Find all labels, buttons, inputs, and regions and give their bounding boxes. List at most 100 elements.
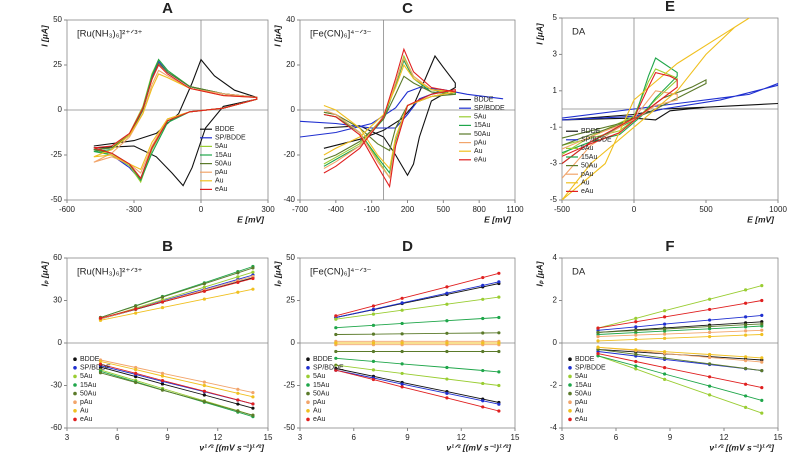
data-point (445, 302, 449, 306)
data-point (708, 384, 712, 388)
legend-label: BDDE (215, 126, 235, 133)
legend-marker (306, 417, 310, 422)
data-point (708, 330, 712, 334)
legend-marker (568, 391, 572, 396)
trend-line (597, 355, 762, 414)
data-point (98, 362, 103, 366)
data-point (497, 271, 501, 275)
legend-label: 5Au (313, 373, 326, 380)
x-tick-label: 500 (437, 205, 451, 214)
x-tick-label: 15 (264, 433, 273, 442)
y-tick-label: 0 (291, 338, 296, 347)
data-point (744, 366, 748, 371)
legend-label: SP/BDDE (215, 135, 246, 142)
x-tick-label: 6 (352, 433, 357, 442)
x-tick-label: 500 (699, 205, 713, 214)
data-point (497, 331, 501, 335)
legend-label: 5Au (215, 143, 228, 150)
data-point (202, 289, 206, 293)
legend-marker (306, 366, 310, 370)
trend-line (597, 325, 762, 335)
data-point (663, 315, 667, 319)
y-tick-label: 25 (286, 296, 295, 305)
data-point (596, 345, 600, 349)
data-point (596, 339, 600, 343)
trend-line (100, 359, 253, 394)
trend-line (335, 317, 499, 329)
data-point (744, 288, 748, 292)
legend-marker (306, 409, 310, 413)
legend-label: 50Au (575, 390, 591, 397)
data-point (202, 400, 206, 404)
y-tick-label: 2 (553, 296, 558, 305)
y-tick-label: 5 (553, 13, 558, 22)
data-point (497, 383, 501, 388)
data-point (202, 383, 206, 388)
x-tick-label: 1100 (506, 205, 524, 214)
x-tick-label: 3 (560, 433, 565, 442)
data-point (744, 323, 748, 327)
trend-line (335, 272, 500, 317)
y-tick-label: -60 (50, 423, 62, 432)
data-point (400, 296, 404, 300)
y-tick-label: -25 (283, 381, 295, 390)
panel: B -60 -30 0 30 60 3 6 9 12 15 Iₚ [µA] ν¹ᐟ² [(mV s⁻¹)… (39, 238, 273, 452)
data-point (134, 311, 138, 315)
data-point (160, 305, 165, 310)
data-point (202, 389, 206, 393)
y-axis-label: Iₚ [µA] (272, 260, 282, 286)
x-tick-label: 15 (511, 433, 520, 442)
data-point (663, 332, 667, 336)
legend-label: SP/BDDE (80, 365, 111, 372)
x-tick-label: -400 (328, 205, 345, 214)
data-point (98, 371, 103, 375)
data-point (334, 341, 338, 345)
data-point (634, 328, 638, 333)
data-point (236, 402, 240, 406)
data-point (634, 367, 638, 371)
legend-marker (306, 383, 310, 387)
data-point (445, 365, 449, 370)
x-tick-label: 800 (472, 205, 486, 214)
trend-line (100, 267, 254, 318)
data-point (251, 402, 255, 406)
y-tick-label: 4 (553, 253, 558, 262)
data-point (708, 325, 712, 329)
data-point (400, 382, 404, 386)
legend-label: eAu (474, 157, 487, 164)
data-point (760, 328, 764, 332)
data-point (634, 333, 638, 337)
data-point (251, 406, 255, 410)
cv-curve (93, 64, 258, 180)
annotation: [Fe(CN)₆]⁴⁻ᐟ³⁻ (310, 267, 372, 278)
data-point (400, 301, 404, 305)
trend-line (335, 332, 499, 335)
data-point (98, 316, 103, 320)
trend-line (335, 357, 499, 373)
legend-label: Au (474, 148, 483, 155)
x-tick-label: 12 (720, 433, 729, 442)
data-point (160, 378, 165, 383)
y-tick-label: 40 (286, 15, 295, 24)
data-point (596, 335, 600, 339)
plot-area (596, 284, 764, 415)
data-point (236, 398, 240, 402)
legend-label: BDDE (313, 356, 333, 363)
data-point (663, 372, 667, 376)
x-tick-label: 6 (115, 433, 120, 442)
data-point (445, 377, 449, 381)
data-point (202, 380, 206, 384)
legend-label: BDDE (581, 128, 601, 135)
legend-label: 15Au (215, 152, 231, 159)
data-point (744, 329, 748, 333)
data-point (334, 368, 338, 372)
trend-line (597, 329, 762, 338)
data-point (663, 309, 667, 313)
legend-label: pAu (215, 169, 228, 176)
data-point (251, 413, 255, 417)
data-point (134, 371, 138, 375)
annotation: [Fe(CN)₆]⁴⁻ᐟ³⁻ (310, 29, 372, 40)
data-point (445, 291, 449, 295)
data-point (445, 396, 449, 400)
